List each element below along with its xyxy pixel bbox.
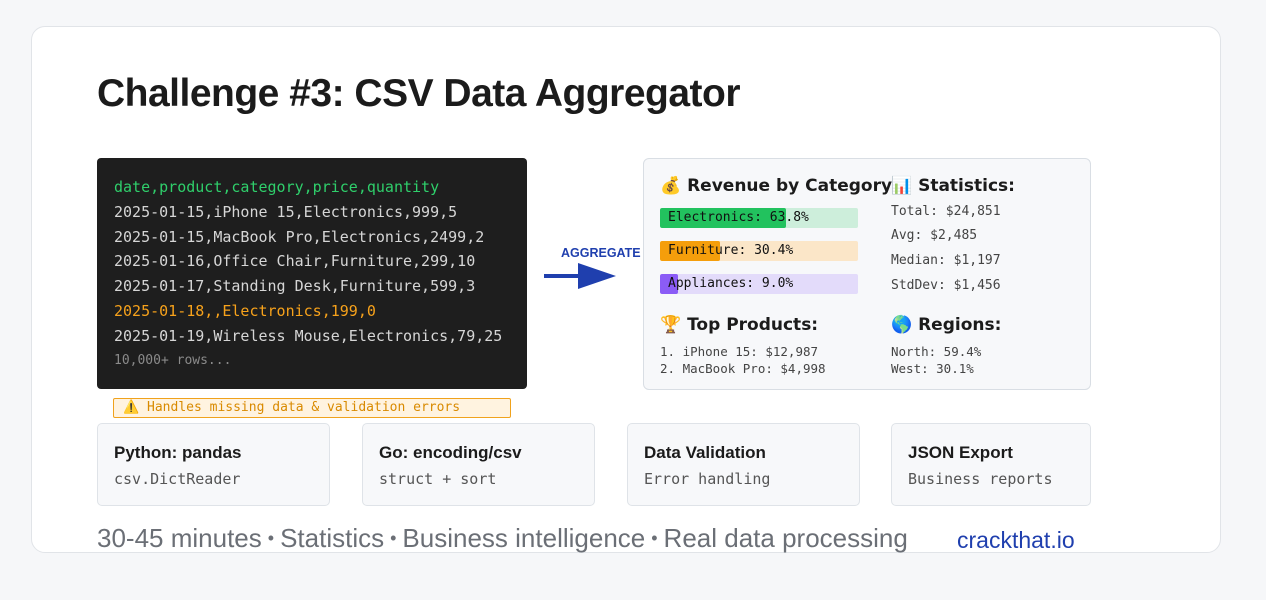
footer-tag: Business intelligence <box>402 523 646 553</box>
revenue-by-category-title: 💰 Revenue by Category: <box>660 176 899 196</box>
stat-total: Total: $24,851 <box>891 204 1001 219</box>
region-item: North: 59.4% <box>891 344 982 359</box>
tile-subtitle: Business reports <box>908 470 1053 488</box>
tile-title: Python: pandas <box>114 443 242 462</box>
region-item: West: 30.1% <box>891 361 974 376</box>
tile-subtitle: csv.DictReader <box>114 470 241 488</box>
top-product-item: 1. iPhone 15: $12,987 <box>660 344 819 359</box>
tile-subtitle: Error handling <box>644 470 771 488</box>
revenue-bar-furniture: Furniture: 30.4% <box>660 241 858 261</box>
csv-row: 2025-01-15,MacBook Pro,Electronics,2499,… <box>114 227 485 246</box>
statistics-title: 📊 Statistics: <box>891 176 1015 196</box>
brand-logo-text: crackthat.io <box>957 527 1075 553</box>
bar-fill <box>660 274 678 294</box>
csv-error-row: 2025-01-18,,Electronics,199,0 <box>114 301 376 320</box>
regions-title: 🌎 Regions: <box>891 315 1002 335</box>
tile-title: JSON Export <box>908 443 1013 462</box>
footer-separator: • <box>267 528 275 548</box>
bar-label: Furniture: 30.4% <box>668 243 794 258</box>
tile-json-export: JSON Export Business reports <box>891 423 1091 506</box>
csv-row: 2025-01-19,Wireless Mouse,Electronics,79… <box>114 326 503 345</box>
footer-separator: • <box>390 528 397 548</box>
revenue-bar-electronics: Electronics: 63.8% <box>660 208 858 228</box>
tile-python-pandas: Python: pandas csv.DictReader <box>97 423 330 506</box>
footer-tags: 30-45 minutes • Statistics • Business intell… <box>97 523 908 554</box>
top-product-item: 2. MacBook Pro: $4,998 <box>660 361 826 376</box>
aggregate-label: AGGREGATE <box>561 246 641 260</box>
bar-label: Appliances: 9.0% <box>668 276 794 291</box>
csv-row: 2025-01-15,iPhone 15,Electronics,999,5 <box>114 202 458 221</box>
stat-average: Avg: $2,485 <box>891 228 978 243</box>
tile-go-encoding-csv: Go: encoding/csv struct + sort <box>362 423 595 506</box>
revenue-bar-appliances: Appliances: 9.0% <box>660 274 858 294</box>
bar-fill <box>660 208 787 228</box>
tile-data-validation: Data Validation Error handling <box>627 423 860 506</box>
csv-more-rows: 10,000+ rows... <box>114 352 232 368</box>
tile-subtitle: struct + sort <box>379 470 497 488</box>
top-products-title: 🏆 Top Products: <box>660 315 819 335</box>
page-title: Challenge #3: CSV Data Aggregator <box>97 72 741 115</box>
footer-tag: Real data processing <box>663 523 908 553</box>
csv-row: 2025-01-17,Standing Desk,Furniture,599,3 <box>114 277 476 296</box>
bar-fill <box>660 241 721 261</box>
tile-title: Go: encoding/csv <box>379 443 522 462</box>
footer-tag: Statistics <box>280 523 385 553</box>
aggregate-arrow-icon <box>544 263 616 289</box>
bar-label: Electronics: 63.8% <box>668 210 809 225</box>
csv-header-line: date,product,category,price,quantity <box>114 178 440 196</box>
stat-stddev: StdDev: $1,456 <box>891 278 1001 293</box>
stat-median: Median: $1,197 <box>891 253 1001 268</box>
csv-code-block: date,product,category,price,quantity 202… <box>97 158 527 389</box>
footer-separator: • <box>651 528 658 548</box>
csv-row: 2025-01-16,Office Chair,Furniture,299,10 <box>114 252 476 271</box>
validation-warning-badge: ⚠️ Handles missing data & validation err… <box>113 398 511 418</box>
footer-tag: 30-45 minutes <box>97 523 262 553</box>
tile-title: Data Validation <box>644 443 766 462</box>
